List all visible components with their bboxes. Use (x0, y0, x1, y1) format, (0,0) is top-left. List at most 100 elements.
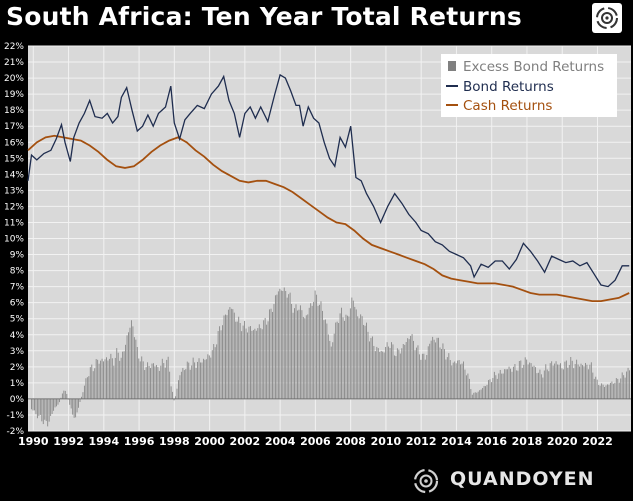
x-tick-label: 1990 (18, 435, 49, 448)
excess-bar (582, 365, 583, 399)
quandoyen-logo-icon (413, 468, 439, 494)
excess-bar (513, 366, 514, 399)
brand-name: QUANDOYEN (450, 468, 595, 490)
excess-bar (518, 361, 520, 399)
excess-bar (299, 305, 301, 399)
excess-bar (142, 361, 144, 399)
excess-bar (430, 340, 432, 399)
excess-bar (314, 290, 316, 399)
excess-bar (615, 378, 617, 399)
legend-label-cash: Cash Returns (463, 98, 552, 114)
excess-bar (194, 362, 196, 399)
excess-bar (316, 294, 318, 399)
excess-bar (191, 365, 193, 399)
excess-bar (388, 346, 390, 399)
excess-bar (561, 368, 563, 399)
excess-bar (291, 303, 293, 399)
excess-bar (79, 398, 81, 402)
excess-bar (75, 398, 77, 418)
excess-bar (244, 320, 246, 399)
excess-bar (176, 388, 178, 399)
excess-bar (95, 359, 97, 399)
excess-bar (562, 369, 564, 399)
y-tick-label: 6% (10, 299, 25, 309)
excess-bar (108, 358, 110, 399)
excess-bar (423, 353, 425, 399)
excess-bar (492, 377, 494, 399)
excess-bar (483, 385, 485, 399)
excess-bar (435, 342, 437, 399)
excess-bar (611, 381, 613, 399)
excess-bar (530, 363, 532, 399)
excess-bar (367, 331, 369, 399)
excess-bar (136, 347, 138, 399)
excess-bar (413, 340, 414, 399)
excess-bar (573, 368, 575, 399)
y-tick-label: 4% (10, 331, 25, 341)
excess-bar (263, 320, 265, 399)
excess-bar (66, 393, 68, 399)
excess-bar (208, 355, 210, 399)
excess-bar (380, 350, 382, 399)
excess-bar (236, 321, 238, 399)
excess-bar (551, 361, 553, 399)
excess-bar (510, 368, 511, 399)
excess-bar (405, 341, 407, 399)
y-tick-label: 20% (4, 74, 24, 84)
y-tick-label: 9% (10, 251, 25, 261)
excess-bar (498, 373, 500, 399)
excess-bar (226, 315, 228, 399)
excess-bar (560, 363, 561, 399)
excess-bar (128, 332, 129, 399)
excess-bar (598, 385, 600, 399)
excess-bar (617, 378, 619, 399)
excess-bar (192, 357, 194, 399)
y-axis-ticks: -2% -1% 0% 1% 2% 3% 4% 5% 6% 7% 8% 9% 10% 11% 12% 13% 14… (4, 42, 24, 437)
excess-bar (348, 316, 350, 399)
excess-bar (468, 378, 470, 399)
excess-bar (361, 316, 363, 399)
y-tick-label: 1% (10, 379, 25, 389)
excess-bar (258, 324, 260, 399)
excess-bar (320, 301, 322, 399)
x-tick-label: 1998 (159, 435, 190, 448)
excess-bar (479, 390, 481, 399)
excess-bar (443, 349, 445, 399)
excess-bar (44, 398, 46, 420)
excess-bar (69, 398, 71, 405)
excess-bar (546, 369, 548, 399)
excess-bar (488, 380, 489, 399)
excess-bar (357, 316, 359, 399)
excess-bar (626, 371, 628, 399)
excess-bar (172, 391, 174, 399)
x-tick-label: 2014 (441, 435, 472, 448)
excess-bar (211, 350, 213, 399)
excess-bar (524, 357, 526, 399)
excess-bar (461, 363, 463, 399)
excess-bar (410, 335, 412, 399)
x-tick-label: 2006 (300, 435, 331, 448)
excess-bar (123, 351, 125, 399)
x-tick-label: 2016 (476, 435, 507, 448)
excess-bar (195, 367, 197, 399)
excess-bar (429, 343, 431, 399)
excess-bar (114, 357, 116, 399)
excess-bar (97, 359, 99, 399)
excess-bar (389, 347, 391, 399)
excess-bar (457, 360, 459, 399)
excess-bar (78, 398, 79, 408)
excess-bar (354, 306, 356, 399)
excess-bar (89, 367, 91, 399)
excess-bar (50, 398, 52, 416)
excess-bar (321, 310, 323, 399)
excess-bar (83, 385, 85, 399)
excess-bar (580, 363, 582, 399)
excess-bar (349, 308, 351, 399)
excess-bar (446, 357, 448, 399)
excess-bar (329, 340, 331, 399)
y-tick-label: 0% (10, 395, 25, 405)
excess-bar (313, 301, 315, 399)
excess-bar (155, 364, 157, 399)
excess-bar (342, 317, 344, 399)
y-tick-label: 12% (4, 202, 24, 212)
